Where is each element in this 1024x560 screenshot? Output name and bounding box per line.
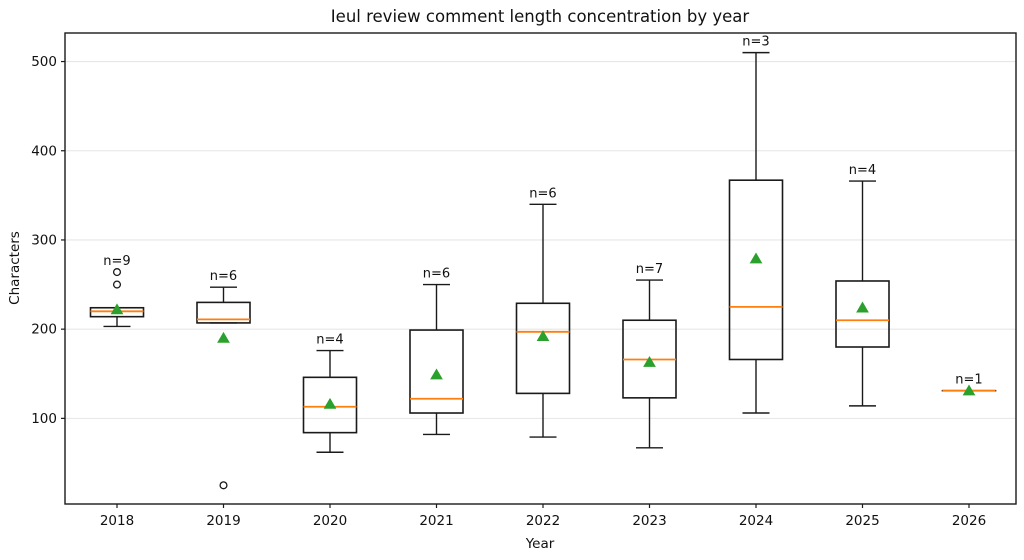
mean-marker bbox=[430, 368, 443, 380]
sample-count-label: n=4 bbox=[316, 333, 343, 348]
outlier-point bbox=[112, 280, 122, 289]
x-tick-label: 2022 bbox=[526, 513, 560, 529]
box-layer: n=9 n=6 n=4 n=6 n=6 n=7 n=3 n=4 n=1 bbox=[89, 35, 997, 490]
sample-count-label: n=4 bbox=[849, 163, 876, 178]
boxplot-group-2018: n=9 bbox=[89, 254, 145, 328]
mean-marker bbox=[217, 331, 230, 343]
sample-count-label: n=9 bbox=[103, 254, 130, 269]
plot-frame bbox=[64, 32, 1017, 505]
y-axis-label: Characters bbox=[7, 231, 23, 305]
x-axis-label: Year bbox=[525, 536, 555, 552]
iqr-box bbox=[409, 329, 464, 414]
boxplot-group-2019: n=6 bbox=[196, 269, 251, 490]
outlier-point bbox=[219, 481, 228, 490]
y-tick-label: 300 bbox=[31, 232, 57, 248]
x-tick-label: 2018 bbox=[100, 513, 134, 529]
boxplot-group-2026: n=1 bbox=[941, 373, 997, 396]
mean-marker bbox=[110, 303, 124, 315]
x-tick-label: 2024 bbox=[739, 513, 773, 529]
boxplot-group-2024: n=3 bbox=[728, 35, 784, 414]
chart-title: Ieul review comment length concentration… bbox=[331, 7, 750, 26]
sample-count-label: n=6 bbox=[210, 269, 237, 284]
iqr-box bbox=[835, 280, 890, 348]
y-tick-label: 400 bbox=[31, 143, 57, 159]
boxplot-group-2020: n=4 bbox=[302, 333, 358, 453]
x-tick-label: 2020 bbox=[313, 513, 347, 529]
x-tick-label: 2021 bbox=[419, 513, 453, 529]
mean-marker bbox=[856, 301, 869, 313]
sample-count-label: n=6 bbox=[423, 267, 450, 282]
x-tick-label: 2026 bbox=[952, 513, 986, 529]
boxplot-group-2023: n=7 bbox=[622, 262, 677, 449]
x-tick-label: 2019 bbox=[206, 513, 240, 529]
sample-count-label: n=1 bbox=[955, 373, 982, 388]
y-tick-label: 500 bbox=[31, 54, 57, 70]
boxplot-group-2025: n=4 bbox=[835, 163, 890, 407]
outlier-point bbox=[112, 268, 122, 277]
y-tick-label: 200 bbox=[31, 322, 57, 338]
y-tick-label: 100 bbox=[31, 411, 57, 427]
grid-layer bbox=[65, 60, 1016, 419]
iqr-box bbox=[302, 376, 358, 434]
sample-count-label: n=6 bbox=[529, 186, 556, 201]
x-tick-label: 2025 bbox=[845, 513, 879, 529]
x-tick-label: 2023 bbox=[632, 513, 666, 529]
iqr-box bbox=[196, 301, 251, 324]
boxplot-group-2021: n=6 bbox=[409, 267, 464, 436]
iqr-box bbox=[728, 179, 784, 361]
axis-layer: 100 200 300 400 500 2018 2019 2020 2021 2022 2023 2… bbox=[31, 32, 1017, 529]
mean-marker bbox=[962, 384, 976, 396]
mean-marker bbox=[749, 252, 763, 264]
sample-count-label: n=3 bbox=[742, 35, 769, 50]
iqr-box bbox=[515, 302, 571, 395]
boxplot-group-2022: n=6 bbox=[515, 186, 571, 438]
mean-marker bbox=[643, 355, 656, 367]
mean-marker bbox=[536, 330, 550, 341]
mean-marker bbox=[323, 397, 337, 409]
sample-count-label: n=7 bbox=[636, 262, 663, 277]
